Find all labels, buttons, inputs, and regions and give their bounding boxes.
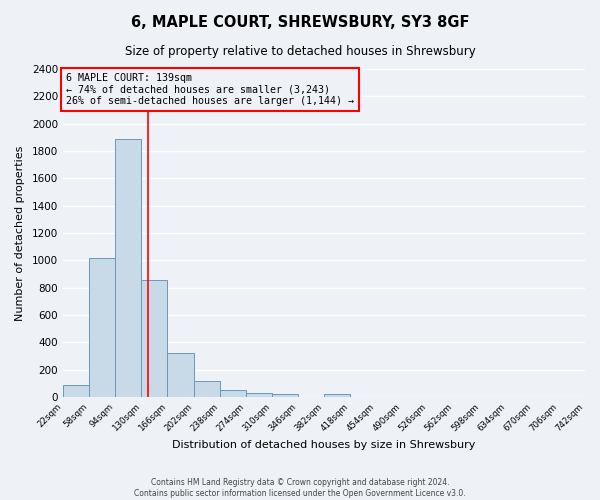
Text: Contains HM Land Registry data © Crown copyright and database right 2024.
Contai: Contains HM Land Registry data © Crown c… <box>134 478 466 498</box>
Y-axis label: Number of detached properties: Number of detached properties <box>15 146 25 321</box>
Bar <box>115 138 142 397</box>
Bar <box>142 280 167 397</box>
Bar <box>246 393 272 397</box>
Bar <box>63 385 89 397</box>
Text: 6, MAPLE COURT, SHREWSBURY, SY3 8GF: 6, MAPLE COURT, SHREWSBURY, SY3 8GF <box>131 15 469 30</box>
X-axis label: Distribution of detached houses by size in Shrewsbury: Distribution of detached houses by size … <box>172 440 476 450</box>
Text: Size of property relative to detached houses in Shrewsbury: Size of property relative to detached ho… <box>125 45 475 58</box>
Text: 6 MAPLE COURT: 139sqm
← 74% of detached houses are smaller (3,243)
26% of semi-d: 6 MAPLE COURT: 139sqm ← 74% of detached … <box>66 73 354 106</box>
Bar <box>272 394 298 397</box>
Bar <box>194 382 220 397</box>
Bar <box>167 354 194 397</box>
Bar <box>89 258 115 397</box>
Bar <box>324 394 350 397</box>
Bar <box>220 390 246 397</box>
